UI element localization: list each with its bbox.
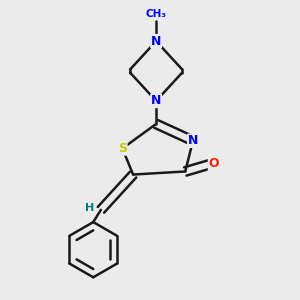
- Text: N: N: [188, 134, 198, 147]
- Text: O: O: [208, 157, 219, 170]
- Text: H: H: [85, 203, 94, 213]
- Text: N: N: [151, 34, 161, 48]
- Text: S: S: [118, 142, 127, 155]
- Text: CH₃: CH₃: [146, 8, 167, 19]
- Text: N: N: [151, 94, 161, 107]
